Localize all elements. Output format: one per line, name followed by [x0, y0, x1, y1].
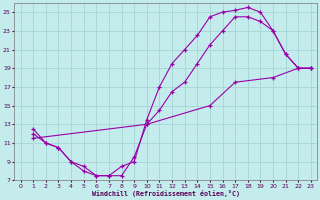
- X-axis label: Windchill (Refroidissement éolien,°C): Windchill (Refroidissement éolien,°C): [92, 190, 240, 197]
